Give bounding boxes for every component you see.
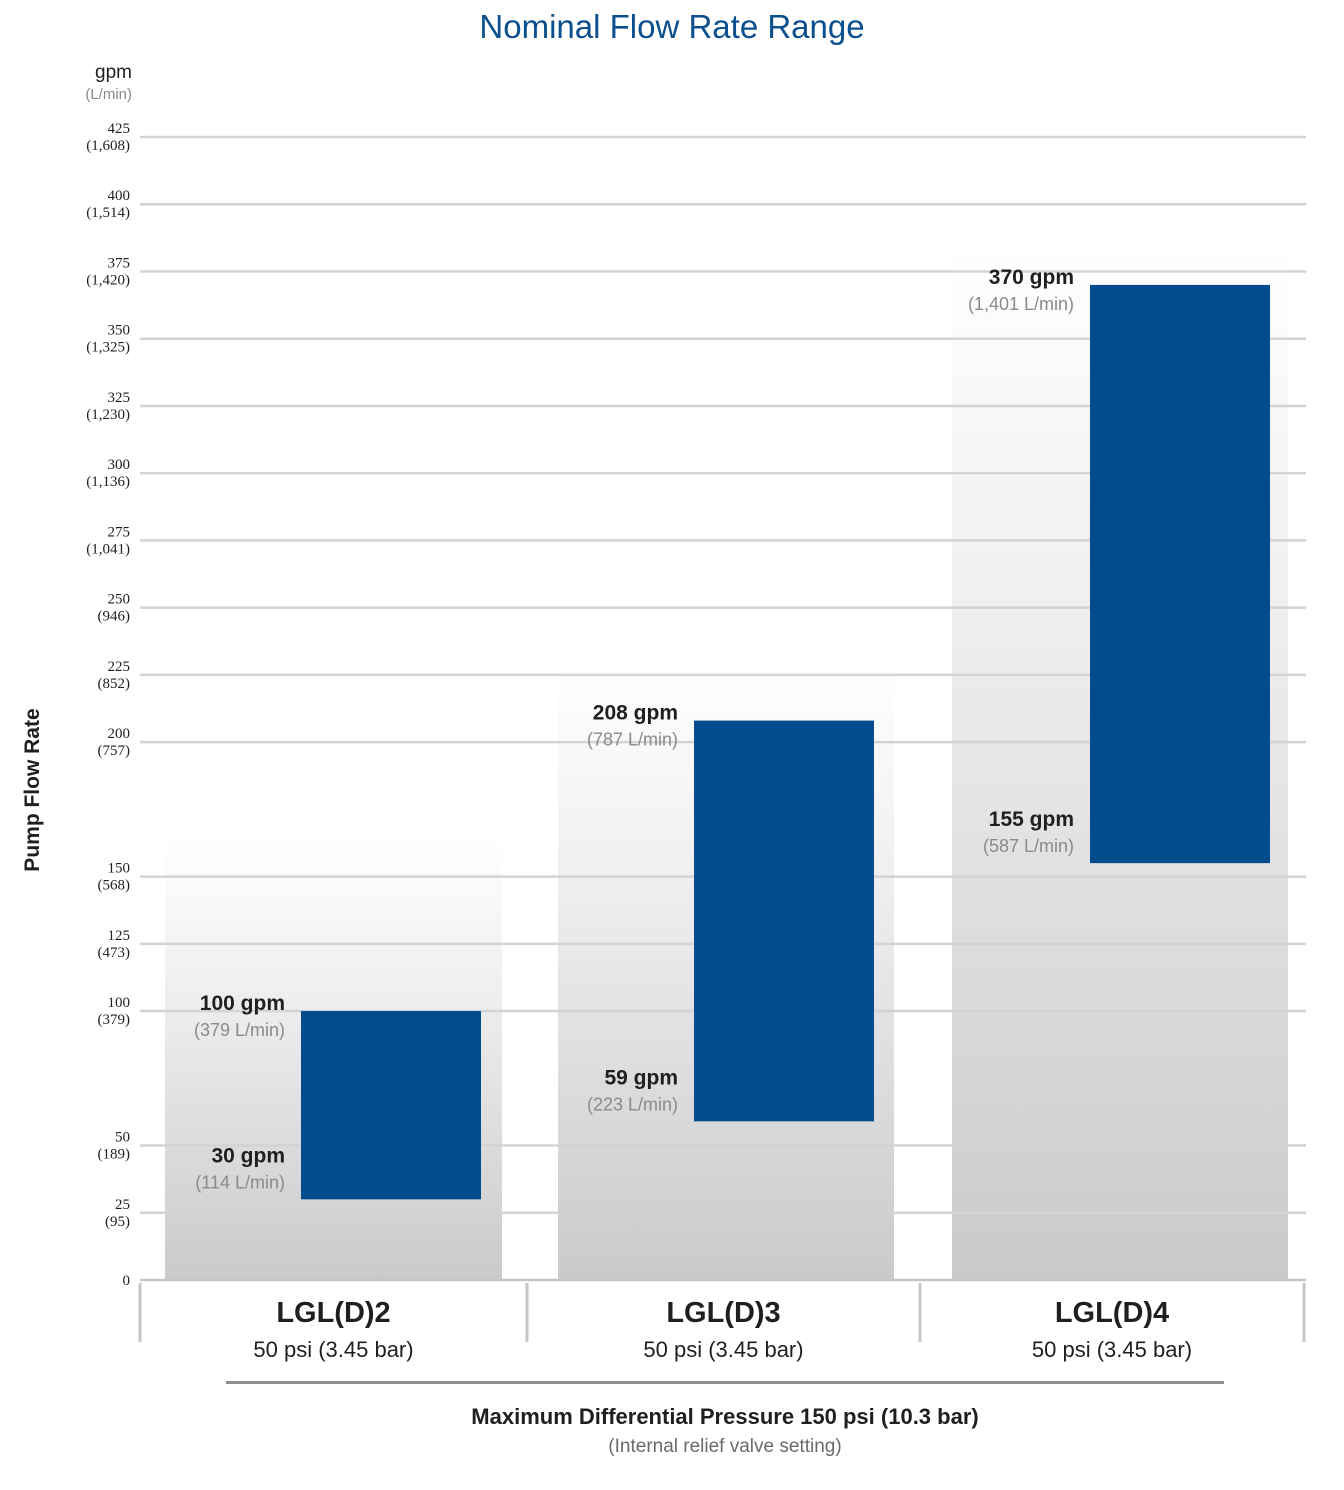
y-tick-sublabel: (1,514) [86, 205, 130, 221]
min-value-sublabel: (587 L/min) [983, 836, 1074, 856]
max-value-sublabel: (787 L/min) [587, 730, 678, 750]
y-tick-label: 400 [108, 188, 131, 204]
min-value-label: 30 gpm [211, 1144, 285, 1167]
y-tick-label: 325 [108, 390, 131, 406]
category-label: LGL(D)3 [666, 1297, 780, 1329]
y-tick-sublabel: (946) [98, 609, 131, 625]
min-value-sublabel: (223 L/min) [587, 1094, 678, 1114]
range-bar [301, 1011, 481, 1200]
category-pressure: 50 psi (3.45 bar) [253, 1337, 413, 1362]
y-tick-label: 0 [123, 1273, 131, 1289]
y-unit-lmin: (L/min) [85, 86, 132, 103]
range-bar [694, 720, 874, 1122]
chart-title: Nominal Flow Rate Range [479, 8, 865, 45]
y-tick-sublabel: (757) [98, 743, 131, 759]
y-tick-sublabel: (1,325) [86, 340, 130, 356]
y-tick-sublabel: (95) [105, 1214, 130, 1230]
category-pressure: 50 psi (3.45 bar) [643, 1337, 803, 1362]
y-tick-sublabel: (1,041) [86, 541, 130, 557]
y-tick-label: 425 [108, 121, 131, 137]
y-tick-label: 275 [108, 524, 131, 540]
y-tick-label: 350 [108, 323, 131, 339]
y-tick-sublabel: (1,136) [86, 474, 130, 490]
y-tick-sublabel: (1,608) [86, 138, 130, 154]
category-pressure: 50 psi (3.45 bar) [1032, 1337, 1192, 1362]
y-tick-label: 200 [108, 726, 131, 742]
range-bar [1090, 284, 1270, 864]
x-axis-rule [226, 1381, 1224, 1384]
y-tick-sublabel: (1,230) [86, 407, 130, 423]
y-tick-label: 150 [108, 861, 131, 877]
max-value-label: 370 gpm [989, 266, 1074, 289]
y-tick-label: 375 [108, 255, 131, 271]
y-tick-label: 25 [115, 1197, 130, 1213]
y-tick-sublabel: (1,420) [86, 272, 130, 288]
y-tick-label: 125 [108, 928, 131, 944]
y-tick-sublabel: (852) [98, 676, 131, 692]
y-tick-sublabel: (568) [98, 878, 131, 894]
min-value-sublabel: (114 L/min) [195, 1172, 285, 1192]
y-tick-label: 225 [108, 659, 131, 675]
max-value-label: 208 gpm [593, 702, 678, 725]
y-tick-label: 50 [115, 1130, 130, 1146]
y-tick-sublabel: (473) [98, 945, 131, 961]
y-tick-sublabel: (379) [98, 1012, 131, 1028]
category-label: LGL(D)4 [1055, 1297, 1169, 1329]
max-value-label: 100 gpm [200, 992, 285, 1015]
y-unit-gpm: gpm [95, 62, 132, 83]
category-label: LGL(D)2 [276, 1297, 390, 1329]
y-tick-label: 100 [108, 995, 131, 1011]
y-tick-sublabel: (189) [98, 1147, 131, 1163]
min-value-label: 59 gpm [604, 1066, 678, 1089]
max-value-sublabel: (379 L/min) [194, 1020, 285, 1040]
min-value-label: 155 gpm [989, 808, 1074, 831]
y-tick-label: 300 [108, 457, 131, 473]
x-axis-note: (Internal relief valve setting) [608, 1436, 842, 1457]
y-tick-label: 250 [108, 592, 131, 608]
max-value-sublabel: (1,401 L/min) [968, 294, 1074, 314]
x-axis-title: Maximum Differential Pressure 150 psi (1… [471, 1404, 979, 1429]
